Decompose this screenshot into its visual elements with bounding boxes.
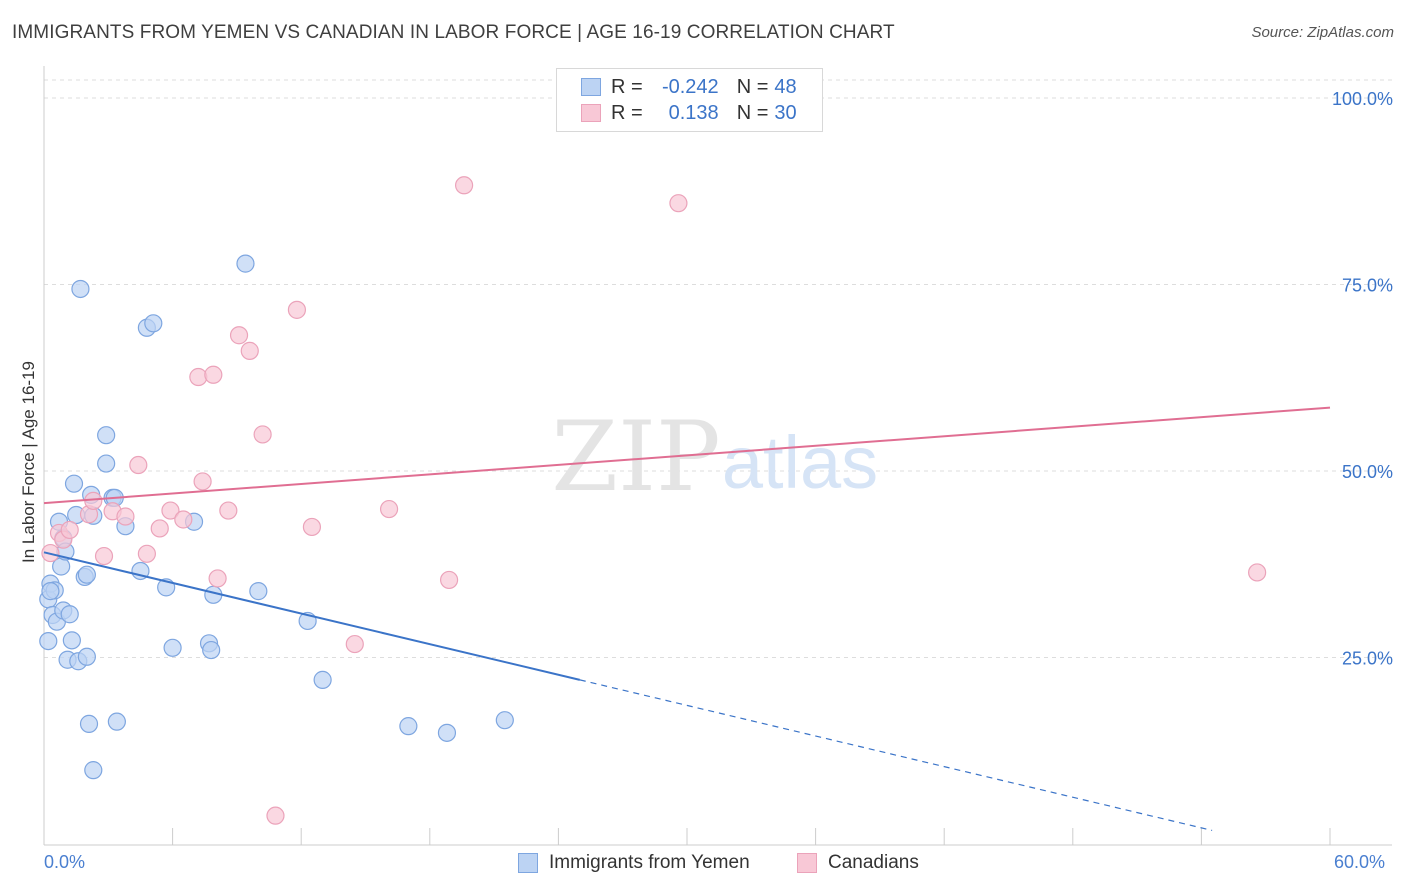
- point-canadians: [253, 425, 272, 444]
- point-canadians: [240, 341, 259, 360]
- point-yemen: [97, 426, 116, 445]
- r-value-canadians: 0.138: [668, 101, 719, 124]
- point-yemen: [249, 582, 268, 601]
- legend-item-yemen: Immigrants from Yemen: [518, 852, 750, 874]
- n-value-canadians: 30: [774, 101, 797, 124]
- point-yemen: [144, 314, 163, 333]
- watermark-zip: ZIP: [551, 401, 720, 513]
- y-tick-label: 100.0%: [1332, 89, 1393, 109]
- point-yemen: [77, 647, 96, 666]
- legend-label-canadians: Canadians: [828, 852, 919, 873]
- axes: [43, 66, 1392, 846]
- point-yemen: [60, 605, 79, 624]
- yemen-legend-swatch: [518, 853, 538, 873]
- point-canadians: [454, 176, 474, 195]
- yemen-swatch: [581, 78, 601, 96]
- source-label: Source: ZipAtlas.com: [1251, 24, 1394, 41]
- point-yemen: [437, 723, 457, 742]
- chart-title: IMMIGRANTS FROM YEMEN VS CANADIAN IN LAB…: [12, 22, 895, 43]
- point-canadians: [266, 806, 285, 825]
- trend-lines: [43, 406, 1331, 831]
- point-yemen: [313, 670, 332, 689]
- watermark-atlas: atlas: [722, 421, 878, 504]
- y-tick-label: 75.0%: [1342, 276, 1393, 296]
- point-canadians: [161, 501, 180, 520]
- point-canadians: [189, 367, 208, 387]
- legend-row-canadians: R = 0.138 N = 30: [581, 101, 797, 125]
- point-yemen: [97, 454, 116, 473]
- point-canadians: [379, 499, 399, 519]
- point-yemen: [77, 565, 96, 584]
- point-yemen: [202, 640, 221, 660]
- trend-line-yemen-extension: [579, 679, 1213, 831]
- legend-label-yemen: Immigrants from Yemen: [549, 852, 750, 873]
- point-canadians: [137, 544, 156, 563]
- point-canadians: [345, 634, 364, 654]
- point-canadians: [669, 194, 688, 213]
- point-canadians: [1248, 563, 1267, 582]
- point-yemen: [41, 582, 60, 601]
- n-value-yemen: 48: [774, 75, 797, 98]
- legend-row-yemen: R = -0.242 N = 48: [581, 75, 797, 99]
- point-canadians: [129, 455, 148, 475]
- x-tick-max: 60.0%: [1334, 852, 1386, 872]
- point-canadians: [94, 546, 114, 566]
- point-yemen: [64, 474, 84, 493]
- n-label: N =: [736, 101, 769, 124]
- legend-item-canadians: Canadians: [797, 852, 919, 874]
- point-canadians: [219, 501, 238, 520]
- point-canadians: [204, 365, 223, 384]
- point-canadians: [439, 570, 459, 590]
- point-yemen: [399, 717, 418, 736]
- point-canadians: [174, 510, 193, 529]
- point-yemen: [163, 638, 182, 657]
- point-canadians: [150, 519, 169, 538]
- point-yemen: [71, 279, 90, 299]
- r-label: R =: [611, 75, 643, 98]
- r-label: R =: [611, 101, 643, 124]
- canadians-swatch: [581, 104, 601, 122]
- point-yemen: [495, 711, 514, 730]
- point-canadians: [116, 507, 135, 526]
- y-tick-label: 50.0%: [1342, 462, 1393, 482]
- point-canadians: [193, 472, 212, 491]
- n-label: N =: [736, 75, 769, 98]
- watermark: ZIP atlas: [551, 401, 878, 513]
- point-yemen: [236, 254, 255, 273]
- point-canadians: [229, 326, 249, 345]
- gridlines: [44, 79, 1392, 658]
- trend-line-yemen: [43, 551, 581, 681]
- y-tick-label: 25.0%: [1342, 649, 1393, 669]
- point-yemen: [39, 631, 58, 651]
- point-canadians: [60, 520, 79, 540]
- trend-line-canadians: [43, 406, 1331, 505]
- stats-legend: R = -0.242 N = 48 R = 0.138 N = 30: [556, 68, 823, 132]
- y-tick-labels: 25.0% 50.0% 75.0% 100.0%: [1332, 89, 1393, 669]
- point-yemen: [84, 761, 103, 780]
- point-yemen: [107, 712, 126, 731]
- point-canadians: [208, 569, 227, 588]
- point-yemen: [79, 714, 99, 733]
- point-yemen: [62, 631, 81, 650]
- point-canadians: [287, 300, 307, 319]
- r-value-yemen: -0.242: [661, 75, 719, 98]
- data-points: [39, 176, 1267, 825]
- point-canadians: [302, 517, 322, 537]
- x-tick-min: 0.0%: [44, 852, 86, 872]
- canadians-legend-swatch: [797, 853, 817, 873]
